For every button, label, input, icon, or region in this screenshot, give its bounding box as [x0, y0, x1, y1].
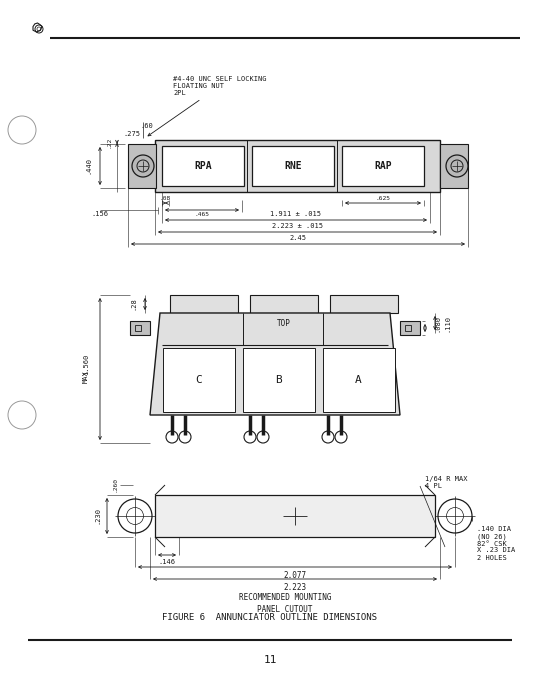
Bar — [170, 295, 238, 313]
Bar — [252, 146, 334, 186]
Text: .60: .60 — [140, 123, 153, 129]
Text: .146: .146 — [158, 559, 175, 565]
Text: 2.223: 2.223 — [284, 582, 307, 592]
Text: .22: .22 — [106, 136, 111, 148]
Bar — [163, 348, 235, 412]
Bar — [128, 144, 156, 188]
Text: TOP: TOP — [277, 318, 291, 328]
Text: 2.223 ± .015: 2.223 ± .015 — [272, 223, 323, 229]
Text: MAX: MAX — [83, 370, 89, 384]
Bar — [342, 146, 424, 186]
Bar — [250, 295, 318, 313]
Bar — [162, 146, 244, 186]
Text: .28: .28 — [130, 298, 136, 310]
Text: RPA: RPA — [194, 161, 212, 171]
Bar — [155, 140, 440, 192]
Text: 2.077: 2.077 — [284, 570, 307, 580]
Polygon shape — [150, 313, 400, 415]
Bar — [155, 495, 435, 537]
Bar — [440, 144, 468, 188]
Bar — [323, 348, 395, 412]
Text: .080: .080 — [434, 316, 440, 332]
Text: C: C — [195, 375, 202, 385]
Text: 2.45: 2.45 — [289, 235, 307, 241]
Text: PANEL CUTOUT: PANEL CUTOUT — [257, 605, 313, 613]
Text: #4-40 UNC SELF LOCKING
FLOATING NUT
2PL: #4-40 UNC SELF LOCKING FLOATING NUT 2PL — [148, 76, 267, 136]
Text: .440: .440 — [85, 158, 91, 174]
Text: A: A — [355, 375, 362, 385]
Circle shape — [132, 155, 154, 177]
Text: .625: .625 — [375, 197, 390, 202]
Text: 1.560: 1.560 — [83, 354, 89, 374]
Text: .260: .260 — [112, 477, 118, 493]
Text: 1.911 ± .015: 1.911 ± .015 — [271, 211, 321, 217]
Text: .156: .156 — [91, 211, 109, 217]
Text: .230: .230 — [94, 508, 100, 524]
Text: B: B — [275, 375, 282, 385]
Text: 11: 11 — [264, 655, 277, 665]
Bar — [405, 325, 411, 331]
Text: 1/64 R MAX
4 PL: 1/64 R MAX 4 PL — [425, 477, 468, 489]
Text: RNE: RNE — [284, 161, 302, 171]
Text: .275: .275 — [124, 131, 140, 137]
Text: RECOMMENDED MOUNTING: RECOMMENDED MOUNTING — [239, 592, 331, 601]
Text: RAP: RAP — [374, 161, 392, 171]
Text: FIGURE 6  ANNUNCIATOR OUTLINE DIMENSIONS: FIGURE 6 ANNUNCIATOR OUTLINE DIMENSIONS — [163, 612, 377, 622]
Bar — [135, 325, 141, 331]
Text: .140 DIA
(NO 26)
82° CSK
X .23 DIA
2 HOLES: .140 DIA (NO 26) 82° CSK X .23 DIA 2 HOL… — [477, 526, 515, 561]
Circle shape — [446, 155, 468, 177]
Bar — [400, 321, 420, 335]
Bar — [130, 321, 150, 335]
Text: .465: .465 — [194, 211, 210, 216]
Text: .110: .110 — [444, 314, 450, 332]
Bar — [330, 295, 398, 313]
Text: .08: .08 — [160, 197, 171, 202]
Bar — [243, 348, 315, 412]
